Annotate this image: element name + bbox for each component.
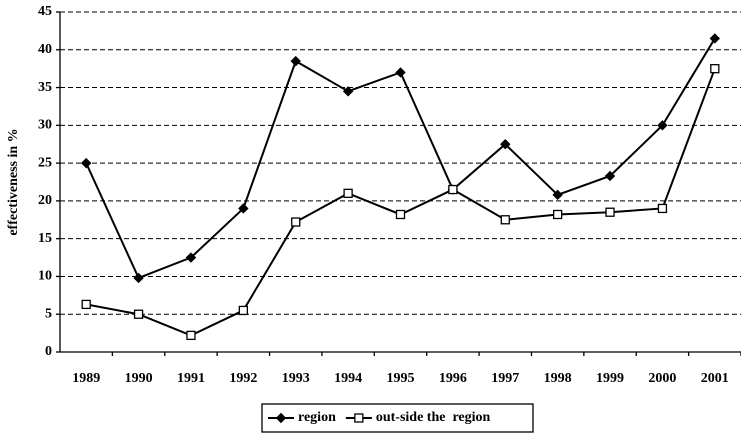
x-tick-label: 1993 [282, 371, 310, 386]
data-point [709, 33, 721, 44]
data-point [186, 330, 196, 341]
data-point [553, 209, 563, 220]
data-point [342, 86, 354, 97]
x-tick-label: 2000 [648, 371, 676, 386]
data-point [291, 217, 301, 227]
data-point [133, 309, 144, 319]
data-point [500, 215, 510, 225]
y-tick-label: 20 [38, 193, 52, 208]
x-tick-label: 1998 [544, 371, 572, 386]
data-point [605, 207, 615, 217]
x-tick-label: 2001 [701, 371, 729, 386]
y-tick-label: 5 [45, 306, 52, 321]
data-point [395, 209, 406, 220]
legend-marker [275, 412, 287, 424]
x-tick-label: 1990 [125, 371, 153, 386]
data-point [552, 189, 563, 201]
legend-label: region [298, 410, 336, 425]
legend-marker [354, 413, 364, 423]
data-point [81, 299, 91, 310]
data-point [710, 64, 720, 74]
legend-box [261, 403, 534, 433]
data-point [500, 139, 511, 150]
y-tick-label: 40 [38, 42, 52, 57]
series-line [86, 68, 716, 337]
x-tick-label: 1996 [439, 371, 467, 386]
data-point [657, 203, 668, 214]
data-point [290, 55, 301, 67]
data-point [448, 184, 458, 195]
y-tick-label: 25 [38, 155, 52, 170]
y-tick-label: 30 [38, 118, 52, 133]
data-point [185, 252, 197, 263]
x-tick-label: 1994 [334, 371, 362, 386]
y-tick-label: 10 [38, 269, 52, 284]
data-point [657, 120, 668, 131]
x-tick-label: 1992 [229, 371, 257, 386]
y-tick-label: 0 [45, 344, 52, 359]
data-point [343, 188, 353, 198]
x-tick-label: 1999 [596, 371, 624, 386]
x-tick-label: 1989 [72, 371, 100, 386]
data-point [604, 170, 616, 182]
x-tick-label: 1997 [491, 371, 519, 386]
data-point [395, 67, 406, 78]
data-point [80, 157, 92, 169]
y-axis-label: effectiveness in % [6, 128, 21, 235]
y-tick-label: 45 [38, 4, 52, 19]
y-tick-label: 35 [38, 80, 52, 95]
data-point [238, 305, 248, 316]
data-point [133, 272, 144, 284]
data-point [238, 203, 249, 214]
legend-label: out-side the region [376, 410, 491, 425]
y-tick-label: 15 [38, 231, 52, 246]
x-tick-label: 1995 [387, 371, 415, 386]
x-tick-label: 1991 [177, 371, 205, 386]
